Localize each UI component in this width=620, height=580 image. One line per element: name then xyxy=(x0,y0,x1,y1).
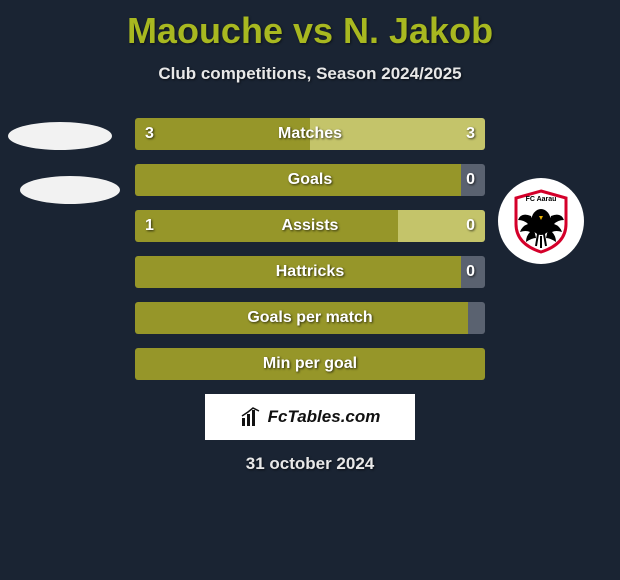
stat-label: Matches xyxy=(135,118,485,150)
footer-text: FcTables.com xyxy=(268,407,381,427)
stat-label: Goals xyxy=(135,164,485,196)
stat-label: Min per goal xyxy=(135,348,485,380)
stat-row: 10Assists xyxy=(135,210,485,242)
eagle-crest-icon: FC Aarau xyxy=(506,186,576,256)
player-badge-placeholder xyxy=(20,176,120,204)
chart-icon xyxy=(240,406,262,428)
stat-row: Goals per match xyxy=(135,302,485,334)
stat-label: Goals per match xyxy=(135,302,485,334)
stat-label: Assists xyxy=(135,210,485,242)
date-text: 31 october 2024 xyxy=(0,454,620,474)
stat-label: Hattricks xyxy=(135,256,485,288)
stat-row: 0Goals xyxy=(135,164,485,196)
stats-container: 33Matches 0Goals 10Assists 0Hattricks Goals … xyxy=(135,118,485,380)
stat-row: Min per goal xyxy=(135,348,485,380)
club-badge-aarau: FC Aarau xyxy=(498,178,584,264)
footer-attribution: FcTables.com xyxy=(205,394,415,440)
page-title: Maouche vs N. Jakob xyxy=(0,0,620,52)
stat-row: 33Matches xyxy=(135,118,485,150)
subtitle: Club competitions, Season 2024/2025 xyxy=(0,64,620,84)
stat-row: 0Hattricks xyxy=(135,256,485,288)
player-badge-placeholder xyxy=(8,122,112,150)
svg-text:FC Aarau: FC Aarau xyxy=(526,196,557,203)
